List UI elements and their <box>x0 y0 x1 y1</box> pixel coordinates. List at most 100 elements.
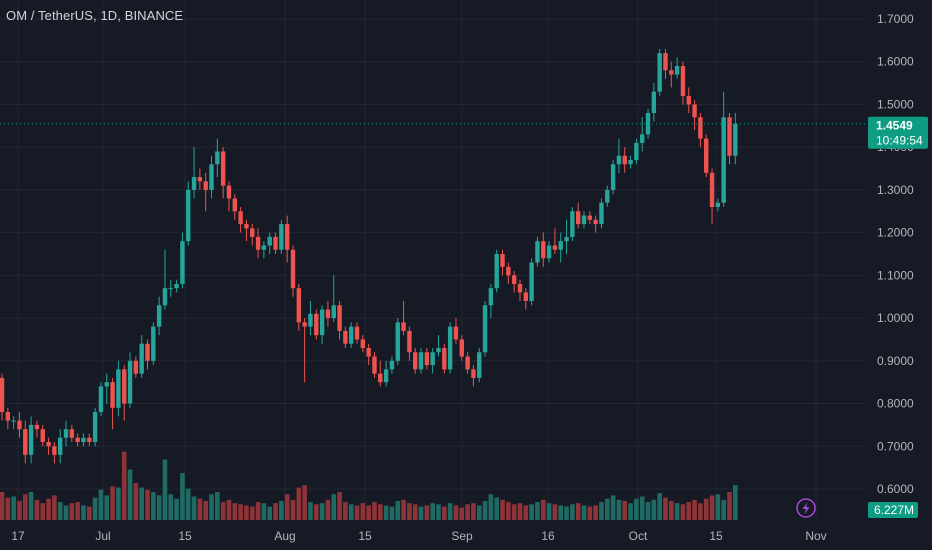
candle-body[interactable] <box>436 348 441 353</box>
candle-body[interactable] <box>727 117 732 156</box>
candle-body[interactable] <box>308 313 313 327</box>
candle-body[interactable] <box>92 412 98 442</box>
candle-body[interactable] <box>372 356 377 374</box>
lightning-bolt-icon[interactable] <box>796 498 816 518</box>
candle-body[interactable] <box>349 326 354 344</box>
candle-body[interactable] <box>174 283 179 289</box>
candle-body[interactable] <box>40 429 45 442</box>
candle-body[interactable] <box>465 356 470 370</box>
candle-body[interactable] <box>581 215 587 225</box>
candle-body[interactable] <box>395 322 400 361</box>
candle-body[interactable] <box>640 134 645 143</box>
candle-body[interactable] <box>279 224 284 250</box>
candle-body[interactable] <box>69 429 75 438</box>
candle-body[interactable] <box>494 254 499 289</box>
candle-body[interactable] <box>238 211 243 225</box>
candle-body[interactable] <box>273 236 278 250</box>
candle-body[interactable] <box>104 382 109 387</box>
candle-body[interactable] <box>314 313 319 336</box>
candle-body[interactable] <box>139 343 144 374</box>
candle-body[interactable] <box>5 412 11 421</box>
candle-body[interactable] <box>546 245 552 259</box>
candle-body[interactable] <box>261 245 267 250</box>
candle-body[interactable] <box>250 228 255 237</box>
candle-body[interactable] <box>110 382 115 408</box>
candle-body[interactable] <box>715 202 721 207</box>
candle-body[interactable] <box>674 66 680 75</box>
candle-body[interactable] <box>343 330 348 344</box>
candle-body[interactable] <box>11 420 16 422</box>
candle-body[interactable] <box>453 326 459 340</box>
candle-body[interactable] <box>733 123 738 156</box>
candle-body[interactable] <box>151 326 156 361</box>
candle-body[interactable] <box>663 53 668 71</box>
candle-body[interactable] <box>628 160 633 165</box>
candle-body[interactable] <box>290 249 296 289</box>
candle-body[interactable] <box>575 211 581 225</box>
candle-body[interactable] <box>709 172 715 207</box>
candle-body[interactable] <box>517 283 523 293</box>
candle-body[interactable] <box>418 352 424 370</box>
candle-body[interactable] <box>564 236 569 242</box>
candle-body[interactable] <box>296 288 302 323</box>
candle-body[interactable] <box>366 348 371 357</box>
candle-body[interactable] <box>325 309 331 319</box>
candle-body[interactable] <box>302 322 307 327</box>
candle-body[interactable] <box>686 95 691 105</box>
candle-body[interactable] <box>657 53 662 92</box>
candle-body[interactable] <box>401 322 406 331</box>
candle-body[interactable] <box>244 224 249 229</box>
price-axis[interactable]: 1.70001.60001.50001.40001.30001.20001.10… <box>877 12 914 496</box>
candle-body[interactable] <box>331 305 336 319</box>
candle-body[interactable] <box>81 437 86 442</box>
candle-body[interactable] <box>122 369 127 404</box>
candle-body[interactable] <box>704 138 709 173</box>
candle-body[interactable] <box>500 254 505 267</box>
candle-body[interactable] <box>116 369 121 408</box>
candle-body[interactable] <box>622 155 627 165</box>
candle-body[interactable] <box>442 348 447 370</box>
candle-body[interactable] <box>0 377 5 413</box>
candle-body[interactable] <box>232 198 237 212</box>
candle-body[interactable] <box>541 241 546 259</box>
candle-body[interactable] <box>587 215 593 220</box>
candle-body[interactable] <box>506 266 511 276</box>
candle-body[interactable] <box>34 424 40 430</box>
candle-body[interactable] <box>459 339 464 357</box>
candle-body[interactable] <box>58 437 63 455</box>
candle-body[interactable] <box>383 369 389 383</box>
candle-body[interactable] <box>354 326 360 340</box>
candle-body[interactable] <box>360 339 366 348</box>
candle-body[interactable] <box>215 151 220 165</box>
candle-body[interactable] <box>17 420 22 430</box>
candle-body[interactable] <box>721 117 726 203</box>
candle-body[interactable] <box>605 189 610 203</box>
candle-body[interactable] <box>267 236 272 246</box>
candle-body[interactable] <box>570 211 575 237</box>
candle-body[interactable] <box>424 352 430 366</box>
candle-body[interactable] <box>529 262 534 301</box>
candle-body[interactable] <box>698 117 703 139</box>
candle-body[interactable] <box>203 181 208 190</box>
candle-body[interactable] <box>599 202 604 225</box>
candle-body[interactable] <box>162 288 168 306</box>
candle-body[interactable] <box>156 305 162 327</box>
flash-icon-circle[interactable] <box>796 498 816 518</box>
candle-body[interactable] <box>255 236 261 250</box>
candle-body[interactable] <box>180 241 185 284</box>
candle-body[interactable] <box>488 288 494 306</box>
candle-body[interactable] <box>284 224 290 250</box>
candle-body[interactable] <box>319 309 325 336</box>
candle-body[interactable] <box>98 386 104 413</box>
candle-body[interactable] <box>680 66 686 96</box>
candle-body[interactable] <box>389 360 395 370</box>
candle-body[interactable] <box>593 219 598 225</box>
candle-body[interactable] <box>430 352 435 366</box>
candle-body[interactable] <box>197 177 203 182</box>
candle-body[interactable] <box>407 330 412 353</box>
candle-body[interactable] <box>477 352 482 378</box>
candle-body[interactable] <box>145 343 150 361</box>
candle-body[interactable] <box>634 142 639 160</box>
candle-body[interactable] <box>482 305 488 353</box>
candle-body[interactable] <box>552 245 558 250</box>
